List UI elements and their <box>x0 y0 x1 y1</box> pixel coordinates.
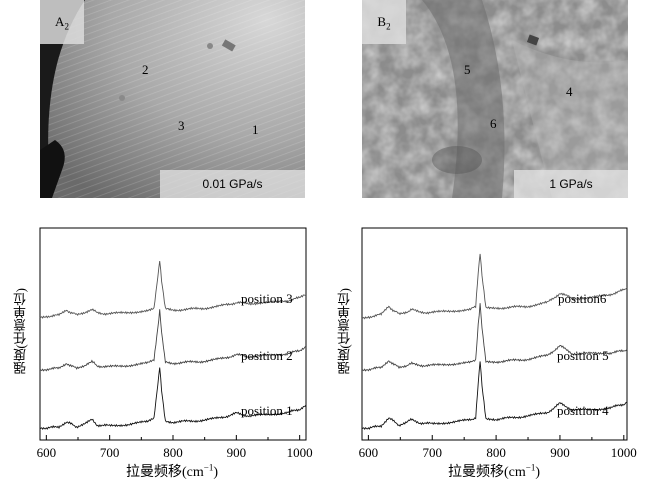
series-line-2 <box>39 309 307 372</box>
panel-label-b2: B2 <box>362 0 406 44</box>
panel-label-sub: 2 <box>386 21 391 32</box>
series-label-3: position 4 <box>557 403 609 418</box>
x-axis-label-sup: −1 <box>203 462 214 473</box>
y-axis-label-right: 强度(任意单位) <box>337 288 352 375</box>
x-axis-label-end: ) <box>535 465 541 480</box>
rate-label-a2: 0.01 GPa/s <box>160 170 305 198</box>
micrograph-b2: B2 5 4 6 1 GPa/s <box>362 0 628 198</box>
series-line-1 <box>39 260 307 319</box>
region-label-2: 2 <box>142 62 149 77</box>
x-axis-label-left: 拉曼频移(cm−1) <box>126 461 218 481</box>
x-axis-label-sup: −1 <box>525 462 536 473</box>
panel-label-sub: 2 <box>64 21 69 32</box>
region-label-5: 5 <box>464 62 471 77</box>
micrograph-a2-image <box>40 0 305 198</box>
plot-frame <box>39 227 307 441</box>
series-line-1 <box>361 253 628 320</box>
x-tick-label: 700 <box>100 445 120 460</box>
series-line-3 <box>39 367 307 431</box>
series-label-2: position 2 <box>241 348 293 363</box>
x-tick-label: 600 <box>359 445 379 460</box>
y-axis-label-left: 强度(任意单位) <box>13 288 28 375</box>
plot-frame <box>361 227 628 441</box>
x-tick-label: 700 <box>422 445 442 460</box>
x-tick-label: 900 <box>227 445 247 460</box>
series-line-3 <box>361 361 628 431</box>
x-tick-label: 800 <box>163 445 183 460</box>
x-axis-label-right: 拉曼频移(cm−1) <box>448 461 540 481</box>
micrograph-b2-image <box>362 0 628 198</box>
panel-label-a2: A2 <box>40 0 84 44</box>
x-axis-label-end: ) <box>213 465 219 480</box>
x-tick-label: 800 <box>486 445 506 460</box>
x-tick-label: 1000 <box>287 445 313 460</box>
x-axis-label-text: 拉曼频移(cm <box>126 465 204 480</box>
x-tick-label: 600 <box>37 445 57 460</box>
region-label-3: 3 <box>178 118 185 133</box>
panel-label-main: B <box>377 14 387 29</box>
region-label-6: 6 <box>490 116 497 131</box>
x-axis-label-text: 拉曼频移(cm <box>448 465 526 480</box>
region-label-1: 1 <box>252 122 259 137</box>
region-label-4: 4 <box>566 84 573 99</box>
series-label-3: position 1 <box>241 403 293 418</box>
x-tick-label: 1000 <box>611 445 637 460</box>
micrograph-a2: A2 2 3 1 0.01 GPa/s <box>40 0 305 198</box>
series-label-2: position 5 <box>557 348 609 363</box>
x-tick-label: 900 <box>550 445 570 460</box>
rate-label-b2: 1 GPa/s <box>514 170 628 198</box>
series-label-1: position6 <box>558 291 607 306</box>
panel-label-main: A <box>55 14 65 29</box>
series-line-2 <box>361 303 628 372</box>
series-label-1: position 3 <box>241 291 293 306</box>
